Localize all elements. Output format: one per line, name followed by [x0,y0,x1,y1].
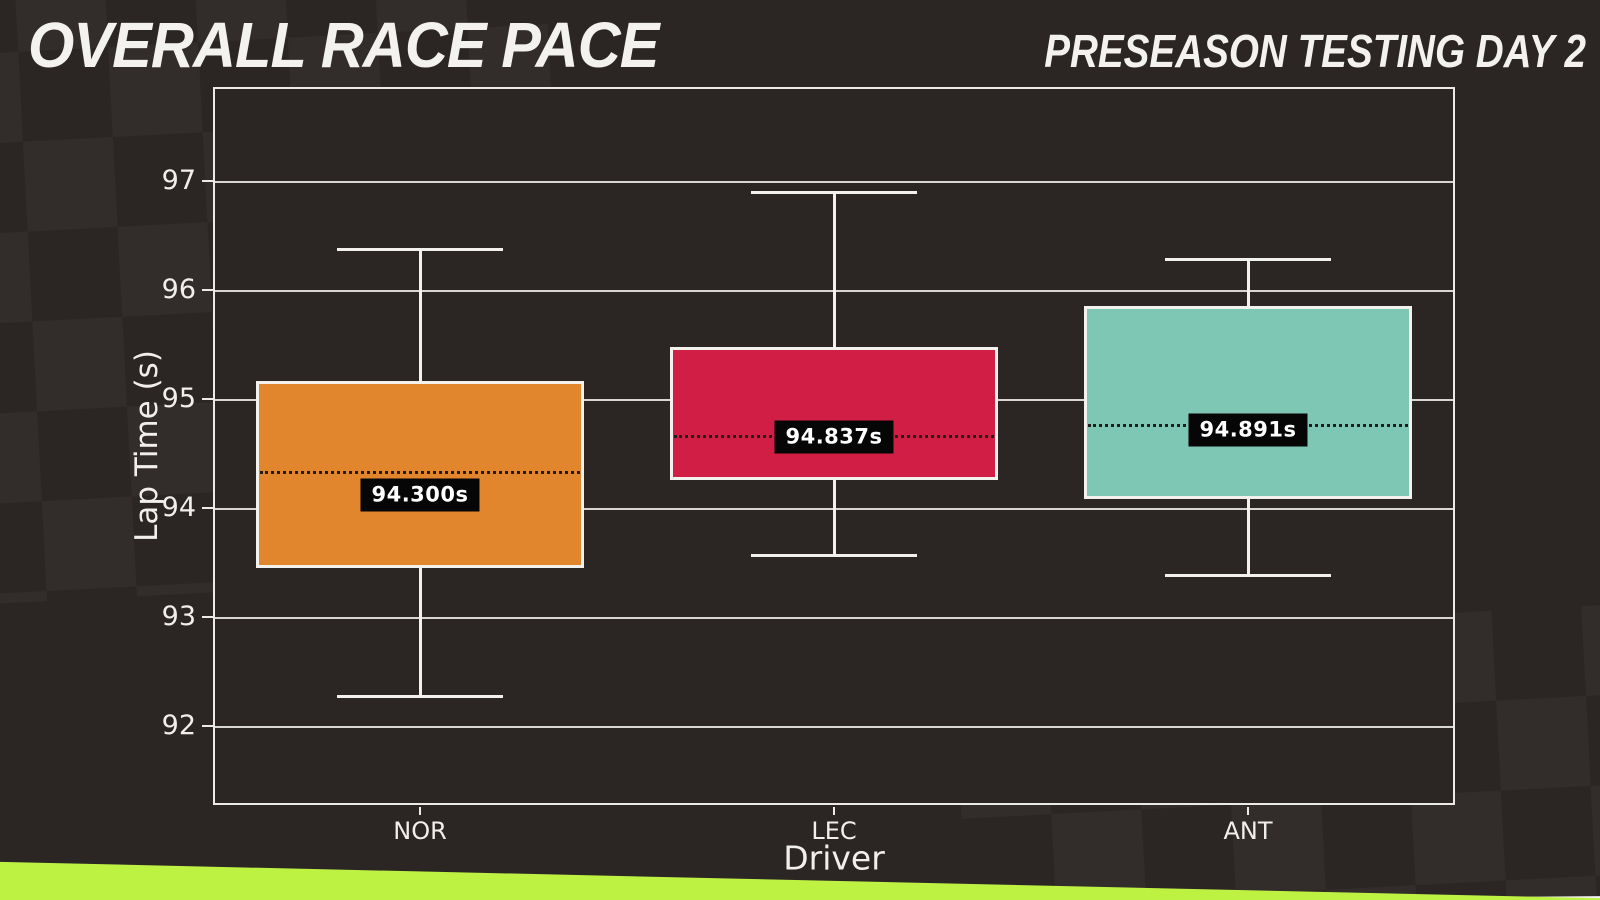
y-gridline-97 [215,180,1453,183]
x-tick-LEC [833,807,835,815]
page-title: OVERALL RACE PACE [28,8,659,82]
y-gridline-92 [215,726,1453,729]
y-axis-title: Lap Time (s) [129,350,165,542]
y-tick-label-93: 93 [161,601,196,633]
y-gridline-93 [215,617,1453,620]
y-tick-92 [202,725,213,728]
y-gridline-95 [215,399,1453,402]
title-part-overall: OVERALL [28,9,307,81]
plot-area [213,87,1455,805]
y-tick-label-92: 92 [161,710,196,742]
title-part-race-pace: RACE PACE [320,9,660,81]
subtitle-preseason-testing: PRESEASON TESTING DAY 2 [1044,25,1586,77]
x-axis-title: Driver [783,838,885,878]
x-tick-NOR [419,807,421,815]
y-gridline-94 [215,508,1453,511]
y-gridline-96 [215,289,1453,292]
y-tick-93 [202,616,213,619]
x-tick-label-NOR: NOR [393,817,447,845]
